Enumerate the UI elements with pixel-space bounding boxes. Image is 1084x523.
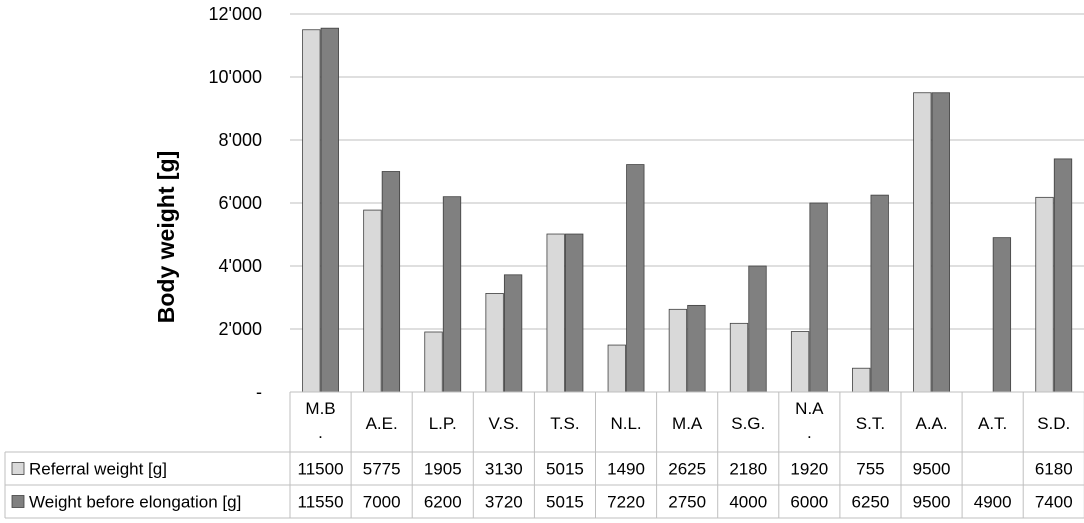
bar-before-elongation — [931, 92, 950, 393]
y-tick-label: 2'000 — [219, 319, 262, 339]
data-table-value: 5015 — [546, 493, 584, 512]
category-label: M.A — [672, 414, 703, 433]
data-table-value: 5015 — [546, 460, 584, 479]
bar-before-elongation — [809, 202, 828, 393]
category-label: N.A — [795, 399, 824, 418]
data-table-value: 6200 — [424, 493, 462, 512]
bar-before-elongation — [870, 194, 889, 393]
y-tick-label: - — [256, 382, 262, 402]
bar-before-elongation — [565, 233, 584, 393]
data-table-value: 4000 — [729, 493, 767, 512]
bar-referral — [1035, 196, 1054, 393]
bar-referral — [913, 92, 932, 393]
bar-before-elongation — [626, 164, 645, 393]
legend-series-name: Referral weight [g] — [29, 460, 167, 479]
category-label: S.D. — [1037, 414, 1070, 433]
category-label: A.E. — [366, 414, 398, 433]
category-label: M.B — [305, 399, 335, 418]
category-label: L.P. — [429, 414, 457, 433]
bar-before-elongation — [748, 265, 767, 393]
legend-swatch — [11, 495, 25, 508]
bar-before-elongation — [320, 27, 339, 393]
data-table-value: 2180 — [729, 460, 767, 479]
category-label: A.T. — [978, 414, 1007, 433]
category-label: N.L. — [610, 414, 641, 433]
data-table-value: 3130 — [485, 460, 523, 479]
bar-referral — [668, 308, 688, 393]
legend-series-name: Weight before elongation [g] — [29, 493, 241, 512]
data-table-value: 7220 — [607, 493, 645, 512]
data-table-value: 1905 — [424, 460, 462, 479]
data-table-value: 1490 — [607, 460, 645, 479]
data-table-value: 6250 — [852, 493, 890, 512]
bar-referral — [363, 209, 382, 393]
bars — [302, 27, 1073, 393]
y-tick-label: 10'000 — [209, 67, 263, 87]
bar-referral — [546, 233, 565, 393]
y-tick-label: 12'000 — [209, 4, 263, 24]
data-table-value: 2750 — [668, 493, 706, 512]
y-tick-label: 6'000 — [219, 193, 262, 213]
bar-referral — [424, 331, 443, 393]
category-label: S.T. — [856, 414, 885, 433]
category-label: A.A. — [915, 414, 947, 433]
bar-referral — [485, 293, 504, 393]
category-label: . — [318, 423, 323, 442]
category-label: S.G. — [731, 414, 765, 433]
data-table-value: 2625 — [668, 460, 706, 479]
category-label: T.S. — [550, 414, 579, 433]
bar-before-elongation — [442, 196, 462, 393]
bar-referral — [607, 344, 626, 393]
bar-before-elongation — [381, 171, 401, 393]
data-table-value: 9500 — [913, 493, 951, 512]
bar-referral — [852, 367, 871, 393]
bar-before-elongation — [687, 304, 706, 393]
category-label: V.S. — [489, 414, 520, 433]
bar-before-elongation — [503, 274, 523, 393]
y-tick-label: 4'000 — [219, 256, 262, 276]
bar-referral — [729, 322, 749, 393]
y-tick-label: 8'000 — [219, 130, 262, 150]
y-axis-ticks: - 2'000 4'000 6'000 8'000 10'000 12'000 — [209, 4, 263, 402]
category-label: . — [807, 423, 812, 442]
data-table-value: 6000 — [790, 493, 828, 512]
data-table-value: 755 — [856, 460, 884, 479]
data-table-value: 7000 — [363, 493, 401, 512]
bar-before-elongation — [992, 237, 1012, 393]
y-axis-label: Body weight [g] — [153, 151, 179, 323]
legend-swatch — [11, 462, 25, 475]
data-table-value: 9500 — [913, 460, 951, 479]
data-table-value: 4900 — [974, 493, 1012, 512]
data-table-value: 11550 — [298, 493, 344, 512]
data-table-value: 3720 — [485, 493, 523, 512]
data-table-value: 6180 — [1035, 460, 1073, 479]
gridlines — [290, 13, 1084, 393]
data-table-value: 11500 — [298, 460, 344, 479]
bar-referral — [790, 331, 810, 393]
data-table-value: 5775 — [363, 460, 401, 479]
data-table: M.B. A.E. L.P. V.S. T.S. N.L. M.A S.G. N.A. S.T. A… — [4, 391, 1084, 519]
data-table-value: 7400 — [1035, 493, 1073, 512]
bar-before-elongation — [1053, 158, 1073, 393]
data-table-value: 1920 — [790, 460, 828, 479]
bar-referral — [302, 29, 321, 393]
